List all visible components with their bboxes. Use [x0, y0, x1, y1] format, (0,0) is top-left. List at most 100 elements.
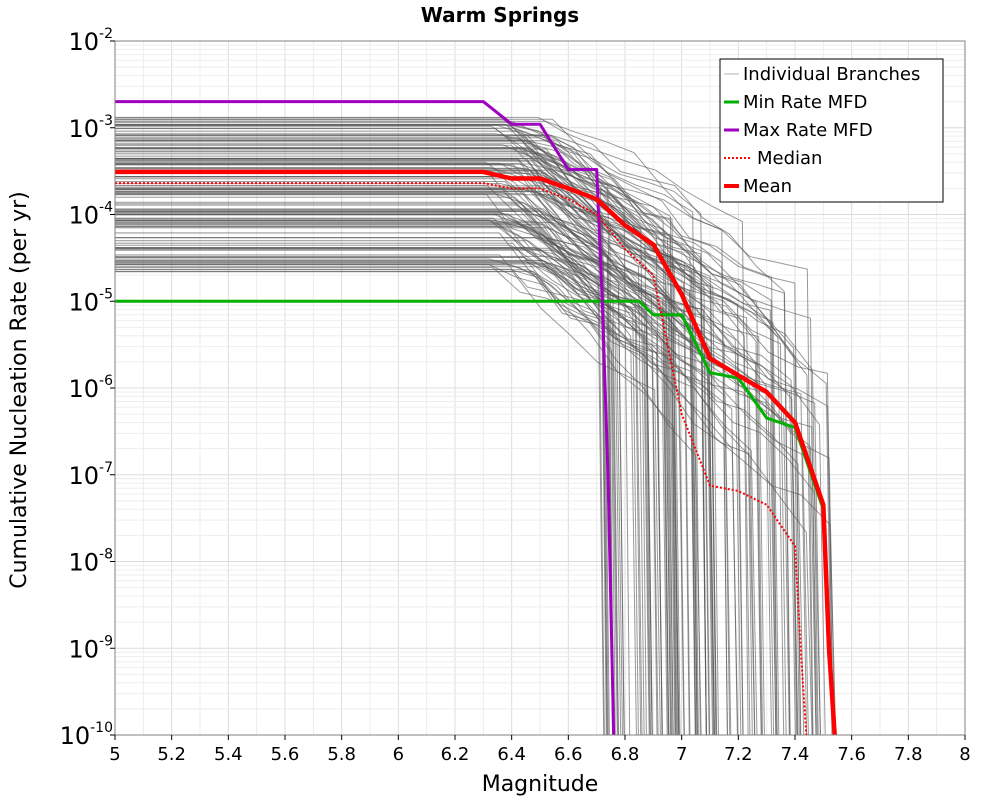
branch-line	[115, 135, 699, 736]
legend-label: Min Rate MFD	[743, 92, 867, 113]
individual-branches	[115, 116, 837, 736]
branch-line	[115, 242, 739, 736]
y-tick-base: 10	[68, 375, 99, 403]
x-tick-label: 6.4	[497, 744, 526, 765]
x-tick-label: 5.8	[327, 744, 356, 765]
branch-line	[115, 163, 707, 736]
branch-line	[115, 189, 753, 736]
series-line-max-rate-mfd	[115, 100, 616, 736]
y-tick-exponent: -7	[99, 460, 113, 476]
branch-line	[115, 140, 677, 736]
y-tick-label: 10-10	[60, 720, 113, 750]
y-tick-exponent: -5	[99, 286, 113, 302]
branch-line	[115, 194, 614, 736]
branch-line	[115, 248, 837, 736]
branch-line	[115, 226, 659, 736]
y-tick-base: 10	[68, 462, 99, 490]
branch-line	[115, 244, 653, 736]
y-tick-label: 10-5	[68, 286, 113, 316]
x-tick-label: 5	[109, 744, 120, 765]
y-tick-base: 10	[68, 28, 99, 56]
y-tick-exponent: -2	[99, 26, 113, 42]
legend-label: Mean	[743, 176, 792, 197]
x-tick-label: 8	[959, 744, 970, 765]
branch-line	[115, 134, 614, 736]
x-tick-label: 5.2	[157, 744, 186, 765]
branch-line	[115, 263, 777, 736]
branch-line	[115, 142, 814, 736]
x-axis-ticks: 5 5.2 5.4 5.6 5.8 6 6.2 6.4 6.6 6.8 7 7.2 7.4 7.6 7.8 8	[109, 735, 971, 765]
branch-line	[115, 256, 623, 736]
chart-title: Warm Springs	[421, 3, 579, 27]
series-lines	[115, 100, 837, 736]
y-tick-label: 10-8	[68, 547, 113, 577]
branch-line	[115, 144, 801, 736]
y-tick-exponent: -3	[99, 113, 113, 129]
branch-line	[115, 118, 778, 736]
y-tick-exponent: -10	[90, 720, 113, 736]
branch-line	[115, 148, 814, 736]
branch-line	[115, 240, 738, 736]
branch-line	[115, 147, 744, 736]
branch-line	[115, 185, 698, 736]
branch-line	[115, 193, 622, 736]
y-tick-base: 10	[68, 549, 99, 577]
y-axis-label: Cumulative Nucleation Rate (per yr)	[7, 191, 32, 589]
x-tick-label: 5.6	[271, 744, 300, 765]
x-tick-label: 7	[676, 744, 687, 765]
branch-line	[115, 196, 651, 736]
legend-label: Individual Branches	[743, 64, 920, 85]
legend-box	[719, 58, 944, 203]
y-tick-base: 10	[68, 202, 99, 230]
branch-line	[115, 140, 679, 736]
series-line-mean	[115, 169, 837, 736]
x-tick-label: 6.6	[554, 744, 583, 765]
x-tick-label: 7.6	[837, 744, 866, 765]
x-tick-label: 6	[393, 744, 404, 765]
x-tick-label: 7.4	[781, 744, 810, 765]
y-tick-base: 10	[60, 722, 91, 750]
branch-line	[115, 261, 732, 736]
y-tick-exponent: -8	[99, 547, 113, 563]
x-tick-label: 5.4	[214, 744, 243, 765]
branch-line	[115, 213, 625, 736]
y-tick-label: 10-2	[68, 26, 113, 56]
branch-line	[115, 116, 791, 736]
y-tick-label: 10-7	[68, 460, 113, 490]
legend-label: Max Rate MFD	[743, 120, 873, 141]
y-tick-label: 10-3	[68, 113, 113, 143]
y-tick-label: 10-4	[68, 200, 113, 230]
y-tick-base: 10	[68, 288, 99, 316]
branch-line	[115, 237, 809, 736]
branch-line	[115, 268, 758, 736]
x-tick-label: 7.8	[894, 744, 923, 765]
branch-line	[115, 187, 614, 736]
legend-label: Median	[757, 148, 822, 169]
y-tick-exponent: -4	[99, 200, 113, 216]
y-tick-exponent: -9	[99, 633, 113, 649]
branch-line	[115, 158, 663, 736]
legend: Individual Branches Min Rate MFD Max Rate …	[719, 58, 944, 203]
branch-line	[115, 220, 672, 736]
x-axis-label: Magnitude	[482, 772, 599, 797]
x-tick-label: 7.2	[724, 744, 753, 765]
branch-line	[115, 248, 637, 736]
y-tick-label: 10-6	[68, 373, 113, 403]
branch-line	[115, 263, 821, 736]
branch-line	[115, 271, 661, 736]
branch-line	[115, 164, 834, 736]
y-tick-base: 10	[68, 635, 99, 663]
branch-line	[115, 140, 717, 736]
branch-line	[115, 181, 772, 736]
branch-line	[115, 124, 707, 736]
branch-line	[115, 167, 605, 736]
branch-line	[115, 232, 618, 736]
x-tick-label: 6.8	[611, 744, 640, 765]
branch-line	[115, 212, 605, 736]
branch-line	[115, 266, 674, 736]
x-tick-label: 6.2	[441, 744, 470, 765]
branch-line	[115, 128, 798, 736]
